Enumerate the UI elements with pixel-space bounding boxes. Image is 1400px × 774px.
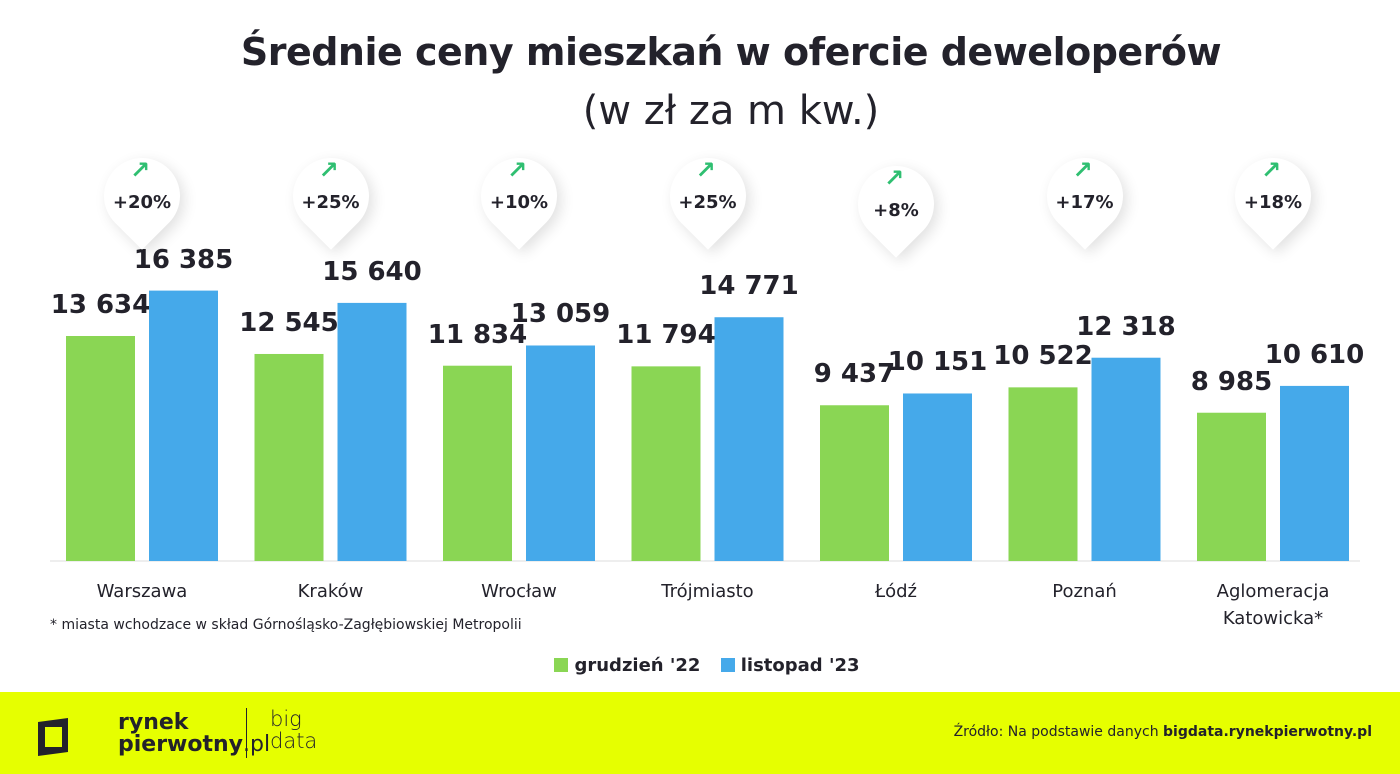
category-label: Poznań — [1052, 581, 1117, 602]
value-label: 13 634 — [50, 290, 151, 320]
bar-dec22 — [820, 405, 889, 561]
change-badge: ↗ +25% — [276, 142, 385, 250]
change-badge: ↗ +10% — [465, 142, 573, 250]
value-label: 14 771 — [699, 271, 799, 302]
legend-swatch-nov23 — [720, 658, 735, 672]
legend-swatch-dec22 — [554, 658, 569, 672]
bar-chart — [50, 290, 1360, 562]
chart-title: Średnie ceny mieszkań w ofercie dewelope… — [240, 30, 1222, 74]
bar-dec22 — [443, 365, 512, 561]
category-label: Kraków — [297, 581, 364, 602]
arrow-up-right-icon: ↗ — [884, 164, 905, 192]
value-label: 10 610 — [1264, 339, 1365, 370]
arrow-up-right-icon: ↗ — [695, 156, 716, 184]
source-text: Źródło: Na podstawie danych bigdata.ryne… — [954, 724, 1372, 740]
value-label: 15 640 — [322, 256, 422, 287]
arrow-up-right-icon: ↗ — [130, 156, 151, 184]
value-label: 13 059 — [510, 299, 611, 330]
change-value: +25% — [678, 192, 737, 213]
legend-label-nov23: listopad '23 — [740, 655, 860, 676]
change-value: +17% — [1055, 192, 1114, 213]
logo-icon — [38, 718, 68, 756]
chart-subtitle: (w zł za m kw.) — [582, 88, 880, 134]
value-label: 11 794 — [616, 320, 716, 351]
value-label: 10 522 — [993, 341, 1093, 372]
arrow-up-right-icon: ↗ — [1072, 156, 1093, 184]
bar-dec22 — [254, 353, 324, 561]
footer-bar — [0, 692, 1400, 774]
change-value: +10% — [489, 192, 549, 213]
bar-nov23 — [337, 302, 407, 561]
category-label: Łódź — [874, 581, 917, 602]
arrow-up-right-icon: ↗ — [1261, 156, 1282, 184]
value-label: 12 545 — [239, 307, 339, 338]
value-label: 16 385 — [133, 244, 234, 275]
change-value: +8% — [873, 200, 919, 221]
arrow-up-right-icon: ↗ — [318, 156, 339, 184]
bar-nov23 — [714, 317, 784, 561]
change-badge: ↗ +17% — [1030, 142, 1139, 250]
category-label: Aglomeracja Katowicka* — [1216, 581, 1330, 629]
change-badge: ↗ +25% — [653, 142, 762, 250]
logo-line2: pierwotny.pl — [118, 734, 270, 756]
bar-dec22 — [1008, 387, 1078, 561]
change-badge: ↗ +20% — [88, 142, 196, 250]
bar-dec22 — [631, 366, 701, 561]
logo-bigdata: big data — [270, 708, 317, 752]
category-label: Warszawa — [96, 581, 188, 602]
logo-big: big — [270, 707, 302, 731]
legend-label-dec22: grudzień '22 — [574, 655, 701, 676]
logo-divider — [246, 708, 247, 758]
bar-nov23 — [903, 393, 972, 561]
source-link[interactable]: bigdata.rynekpierwotny.pl — [1163, 724, 1372, 740]
legend: grudzień '22 listopad '23 — [0, 655, 1400, 676]
bar-dec22 — [66, 336, 135, 561]
category-label: Wrocław — [481, 581, 557, 602]
logo-line1: rynek — [118, 710, 189, 735]
value-label: 10 151 — [887, 347, 988, 378]
footnote: * miasta wchodzace w skład Górnośląsko-Z… — [50, 617, 522, 633]
logo-suffix: .pl — [243, 732, 271, 757]
logo-pierwotny: pierwotny — [118, 732, 244, 757]
change-value: +25% — [301, 192, 360, 213]
source-prefix: Źródło: Na podstawie danych — [953, 724, 1164, 740]
value-label: 12 318 — [1076, 311, 1176, 342]
value-label: 9 437 — [813, 359, 896, 390]
change-value: +18% — [1243, 192, 1303, 213]
arrow-up-right-icon: ↗ — [507, 156, 528, 184]
change-badge: ↗ +18% — [1219, 142, 1327, 250]
value-label: 8 985 — [1190, 366, 1273, 397]
bar-nov23 — [1280, 385, 1349, 561]
value-label: 11 834 — [427, 319, 528, 350]
bar-nov23 — [149, 290, 218, 561]
logo-data: data — [270, 729, 318, 753]
change-badge: ↗ +8% — [842, 150, 950, 258]
change-value: +20% — [112, 192, 172, 213]
bar-nov23 — [526, 345, 595, 561]
bar-nov23 — [1091, 357, 1161, 561]
bar-dec22 — [1197, 412, 1266, 561]
category-label: Trójmiasto — [661, 581, 754, 602]
